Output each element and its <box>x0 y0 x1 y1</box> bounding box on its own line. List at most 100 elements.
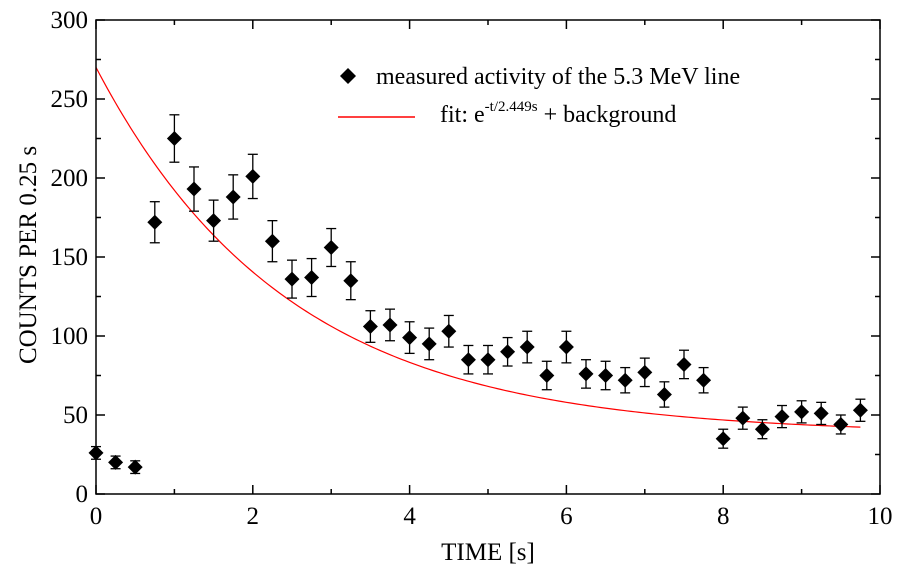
data-point <box>225 174 241 220</box>
data-point <box>833 414 849 435</box>
diamond-marker <box>402 330 418 346</box>
diamond-marker <box>206 213 222 229</box>
legend-fit-prefix: fit: e <box>440 102 485 128</box>
data-point <box>656 381 672 408</box>
data-point <box>774 404 790 429</box>
x-tick-label: 10 <box>868 503 893 530</box>
data-point <box>362 310 378 343</box>
diamond-marker <box>186 181 202 197</box>
data-point <box>813 401 829 426</box>
diamond-marker <box>225 189 241 205</box>
data-point <box>441 314 457 348</box>
data-point <box>343 261 359 301</box>
y-tick-label: 150 <box>51 244 89 271</box>
data-point <box>852 398 868 422</box>
x-tick-label: 0 <box>90 503 103 530</box>
diamond-marker <box>500 344 516 360</box>
diamond-marker <box>833 416 849 432</box>
diamond-marker <box>813 405 829 421</box>
data-point <box>108 454 124 470</box>
diamond-marker <box>362 319 378 335</box>
x-tick-label: 4 <box>403 503 416 530</box>
diamond-marker <box>637 364 653 380</box>
data-point <box>519 330 535 364</box>
legend-entry-fit: fit: e-t/2.449s + background <box>440 99 676 128</box>
data-point <box>460 344 476 375</box>
data-point <box>264 220 280 263</box>
diamond-marker <box>108 454 124 470</box>
legend-entry-measured: measured activity of the 5.3 MeV line <box>376 64 740 90</box>
diamond-marker <box>656 386 672 402</box>
diamond-marker <box>343 273 359 289</box>
diamond-marker <box>245 168 261 184</box>
diamond-marker <box>539 368 555 383</box>
diamond-marker <box>852 402 868 418</box>
plot-area <box>88 67 868 475</box>
data-point <box>735 406 751 430</box>
diamond-marker <box>460 352 476 368</box>
data-point <box>696 366 712 394</box>
diamond-marker <box>382 317 398 333</box>
diamond-marker <box>480 352 496 368</box>
diamond-marker <box>696 372 712 388</box>
data-point <box>480 344 496 375</box>
y-tick-label: 50 <box>63 402 88 429</box>
diamond-marker <box>558 339 574 355</box>
y-tick-label: 250 <box>51 86 89 113</box>
diamond-marker <box>284 271 300 287</box>
data-point <box>715 428 731 449</box>
data-point <box>186 166 202 212</box>
diamond-marker <box>794 404 810 420</box>
diamond-marker <box>264 233 280 249</box>
y-tick-label: 300 <box>51 7 89 34</box>
data-point <box>147 201 163 244</box>
data-point <box>284 259 300 299</box>
diamond-marker <box>519 339 535 355</box>
data-point <box>127 459 143 475</box>
diamond-marker <box>304 270 320 286</box>
legend-fit-suffix: + background <box>538 102 677 128</box>
diamond-marker <box>441 323 457 339</box>
diamond-marker <box>715 431 731 447</box>
diamond-marker <box>166 131 182 146</box>
diamond-marker <box>774 409 790 425</box>
y-axis-title: COUNTS PER 0.25 s <box>15 146 42 364</box>
diamond-marker <box>147 214 163 230</box>
x-tick-label: 2 <box>247 503 260 530</box>
data-point <box>754 419 770 440</box>
x-tick-label: 8 <box>717 503 730 530</box>
legend-marker-diamond <box>340 68 356 84</box>
data-point <box>402 321 418 355</box>
diamond-marker <box>676 356 692 372</box>
data-point <box>421 327 437 361</box>
y-tick-label: 200 <box>51 165 89 192</box>
x-axis-title: TIME [s] <box>441 539 535 566</box>
diamond-marker <box>421 336 437 352</box>
data-point <box>558 330 574 364</box>
legend-fit-exponent: -t/2.449s <box>485 99 538 115</box>
data-point <box>206 199 222 242</box>
diamond-marker <box>735 410 751 426</box>
data-point <box>598 360 614 391</box>
data-point <box>539 360 555 391</box>
diamond-marker <box>127 459 143 475</box>
data-point <box>676 349 692 380</box>
data-point <box>166 114 182 163</box>
data-point <box>617 366 633 394</box>
data-point <box>637 357 653 388</box>
data-point <box>578 359 594 389</box>
data-point <box>323 227 339 268</box>
y-tick-label: 100 <box>51 323 89 350</box>
data-point <box>304 257 320 298</box>
y-tick-label: 0 <box>76 481 89 508</box>
diamond-marker <box>598 368 614 383</box>
diamond-marker <box>754 421 770 437</box>
legend: measured activity of the 5.3 MeV line fi… <box>338 64 740 128</box>
diamond-marker <box>578 366 594 382</box>
data-point <box>500 336 516 367</box>
data-point <box>245 153 261 200</box>
diamond-marker <box>617 372 633 388</box>
data-point <box>794 400 810 424</box>
